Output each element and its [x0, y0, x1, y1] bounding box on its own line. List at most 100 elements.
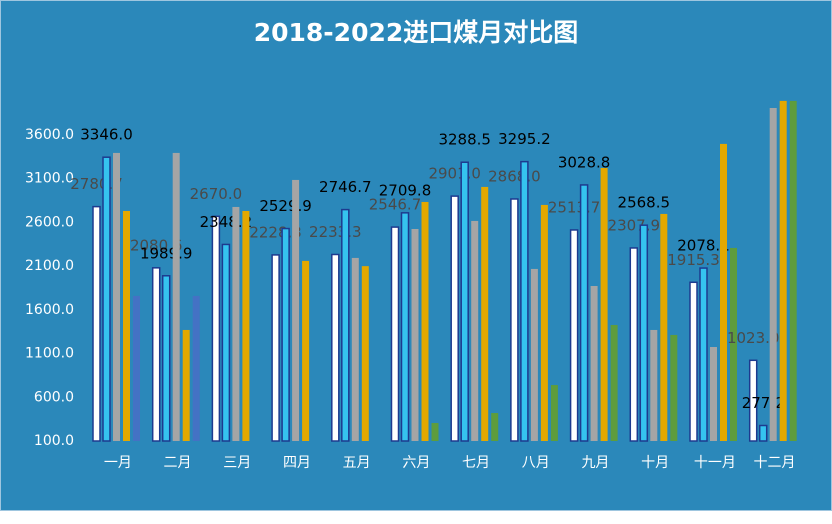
bar — [123, 210, 130, 441]
bar — [769, 107, 777, 442]
bar — [400, 212, 410, 442]
bar — [172, 152, 180, 441]
bar — [450, 195, 459, 442]
bar — [133, 295, 140, 441]
bar — [748, 359, 758, 442]
bar — [281, 227, 290, 442]
value-label: 277.2 — [742, 394, 785, 412]
bar — [550, 385, 558, 441]
bar — [192, 295, 200, 441]
value-label: 2901.0 — [428, 165, 481, 183]
bar — [341, 208, 350, 442]
value-label: 2746.7 — [319, 178, 372, 196]
bar — [102, 156, 111, 442]
x-tick-label: 八月 — [522, 455, 550, 471]
bar — [590, 285, 598, 441]
bar — [481, 186, 489, 441]
bar — [232, 206, 240, 441]
x-tick-label: 三月 — [223, 455, 251, 471]
x-tick-label: 十月 — [641, 455, 669, 471]
bar — [491, 413, 499, 441]
bar — [670, 334, 678, 441]
bar — [650, 329, 658, 441]
y-tick-label: 600.0 — [34, 389, 74, 405]
value-label: 2529.9 — [259, 197, 312, 215]
value-label: 2709.8 — [379, 181, 432, 199]
value-label: 1023.0 — [727, 329, 780, 347]
bar — [660, 213, 668, 441]
bar — [431, 422, 439, 441]
value-label: 3295.2 — [498, 130, 551, 148]
y-tick-label: 100.0 — [34, 433, 74, 449]
bar — [639, 224, 649, 442]
value-label: 2546.7 — [369, 196, 422, 214]
x-tick-label: 十一月 — [694, 455, 736, 471]
x-tick-label: 一月 — [104, 455, 132, 471]
bar — [569, 229, 579, 442]
value-label: 2670.0 — [190, 185, 243, 203]
bar — [271, 254, 280, 442]
bar — [610, 324, 618, 441]
bar — [689, 281, 698, 442]
bar — [351, 257, 359, 441]
bar — [720, 143, 727, 441]
bar — [390, 226, 400, 442]
x-tick-label: 九月 — [581, 455, 609, 471]
value-label: 1915.3 — [667, 251, 720, 269]
bar — [460, 161, 469, 442]
y-tick-label: 1100.0 — [25, 346, 74, 362]
bar — [710, 347, 717, 441]
bar — [510, 198, 519, 442]
value-label: 2307.9 — [608, 216, 661, 234]
chart-title: 2018-2022进口煤月对比图 — [254, 18, 579, 47]
x-tick-label: 二月 — [164, 455, 192, 471]
value-label: 2078.1 — [677, 237, 730, 255]
bar — [161, 275, 171, 442]
bar — [421, 201, 429, 441]
bar — [699, 267, 708, 442]
bar — [629, 247, 639, 442]
bar — [113, 152, 120, 441]
value-label: 2868.0 — [488, 167, 541, 185]
y-tick-label: 1600.0 — [25, 302, 74, 318]
x-tick-label: 十二月 — [754, 455, 796, 471]
bar — [730, 247, 737, 441]
x-tick-label: 五月 — [343, 455, 371, 471]
bar — [758, 424, 768, 442]
y-tick-label: 2100.0 — [25, 258, 74, 274]
bar — [182, 329, 190, 441]
bar — [540, 204, 548, 441]
bar — [331, 253, 340, 442]
value-label: 1989.9 — [140, 244, 193, 262]
bar — [151, 267, 161, 442]
x-tick-label: 四月 — [283, 455, 311, 471]
bar — [361, 266, 369, 441]
bar — [292, 179, 300, 441]
value-label: 3028.8 — [558, 153, 611, 171]
y-tick-label: 3600.0 — [25, 127, 74, 143]
bar — [530, 268, 538, 441]
value-label: 2080.6 — [130, 236, 183, 254]
bar — [242, 210, 250, 441]
bar — [92, 205, 101, 442]
bar — [471, 220, 479, 441]
value-label: 2568.5 — [618, 194, 671, 212]
value-label: 2233.3 — [309, 223, 362, 241]
y-tick-label: 3100.0 — [25, 171, 74, 187]
y-tick-label: 2600.0 — [25, 214, 74, 230]
value-label: 3288.5 — [438, 131, 491, 149]
bar — [600, 167, 608, 441]
bar — [302, 260, 310, 441]
value-label: 2513.7 — [548, 198, 601, 216]
x-tick-label: 七月 — [462, 455, 490, 471]
value-label: 3346.0 — [80, 126, 133, 144]
bar — [789, 100, 797, 441]
bar — [211, 215, 221, 442]
bar — [221, 243, 231, 442]
x-tick-label: 六月 — [402, 455, 430, 471]
bar — [520, 160, 529, 442]
bar — [579, 184, 589, 442]
bar — [779, 100, 787, 441]
bar — [411, 228, 419, 441]
